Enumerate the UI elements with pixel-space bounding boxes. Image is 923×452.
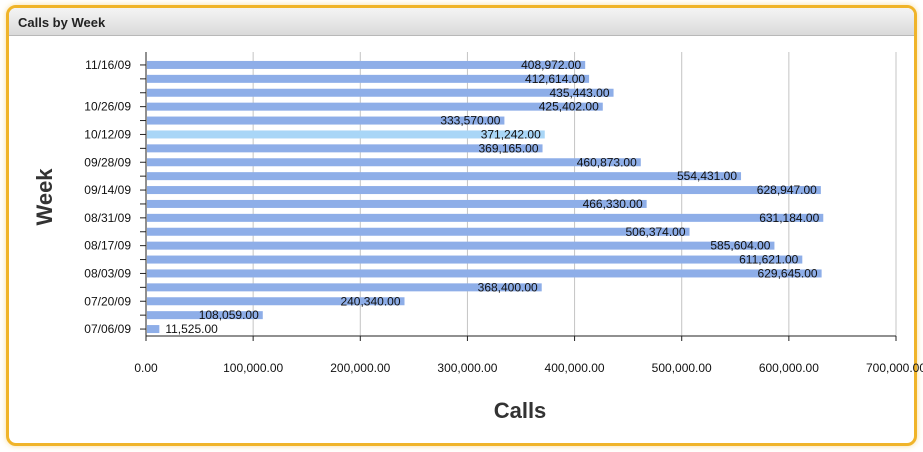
x-tick-label: 300,000.00 (437, 361, 497, 375)
x-tick-label: 500,000.00 (652, 361, 712, 375)
bar (147, 130, 545, 139)
value-label: 506,374.00 (625, 225, 685, 239)
x-tick-label: 0.00 (134, 361, 158, 375)
x-tick-label: 400,000.00 (545, 361, 605, 375)
bar (147, 172, 742, 181)
y-axis-title: Week (32, 168, 57, 226)
x-tick-labels: 0.00 100,000.00 200,000.00 300,000.00 400,00… (134, 361, 923, 375)
value-label: 369,165.00 (478, 141, 538, 155)
bar (147, 311, 263, 320)
bar (147, 116, 505, 125)
value-label: 371,242.00 (481, 127, 541, 141)
value-label: 408,972.00 (521, 58, 581, 72)
value-label: 240,340.00 (340, 294, 400, 308)
value-label: 108,059.00 (199, 308, 259, 322)
panel-header: Calls by Week (9, 8, 914, 36)
y-tick-label: 08/31/09 (84, 211, 131, 225)
y-tick-label: 09/28/09 (84, 155, 131, 169)
value-label: 628,947.00 (757, 183, 817, 197)
bar (147, 283, 542, 292)
x-tick-label: 200,000.00 (330, 361, 390, 375)
value-label: 629,645.00 (758, 266, 818, 280)
value-label: 11,525.00 (165, 322, 218, 336)
bar (147, 158, 641, 167)
bar (147, 186, 821, 195)
value-label: 466,330.00 (583, 197, 643, 211)
bar (147, 269, 822, 278)
value-label: 611,621.00 (739, 253, 798, 267)
x-tick-label: 700,000.00 (866, 361, 923, 375)
value-label: 460,873.00 (577, 155, 637, 169)
value-label: 333,570.00 (440, 114, 500, 128)
y-tick-label: 10/26/09 (84, 100, 131, 114)
value-label: 435,443.00 (549, 86, 609, 100)
y-tick-label: 10/12/09 (84, 127, 131, 141)
x-tick-label: 600,000.00 (759, 361, 819, 375)
y-tick-label: 08/03/09 (84, 266, 131, 280)
bar (147, 227, 690, 236)
y-tick-labels: 07/06/09 07/20/09 08/03/09 08/17/09 08/31/09… (84, 58, 131, 336)
bar (147, 144, 543, 153)
bar (147, 213, 824, 222)
bar (147, 297, 405, 306)
value-label: 368,400.00 (478, 280, 538, 294)
bars (147, 60, 824, 334)
axes (140, 52, 897, 341)
bar (147, 74, 590, 83)
y-tick-label: 07/06/09 (84, 322, 131, 336)
bar (147, 102, 603, 111)
bar (147, 255, 803, 264)
x-axis-title: Calls (494, 398, 547, 423)
value-label: 585,604.00 (710, 239, 770, 253)
value-label: 412,614.00 (525, 72, 585, 86)
y-tick-label: 11/16/09 (85, 58, 131, 72)
x-tick-label: 100,000.00 (223, 361, 283, 375)
bar (147, 60, 586, 69)
y-tick-label: 08/17/09 (84, 239, 131, 253)
bar (147, 199, 647, 208)
bar (147, 241, 775, 250)
y-tick-label: 07/20/09 (84, 294, 131, 308)
bar (147, 325, 160, 334)
value-label: 554,431.00 (677, 169, 737, 183)
value-label: 631,184.00 (759, 211, 819, 225)
panel-title: Calls by Week (18, 15, 106, 30)
value-label: 425,402.00 (539, 100, 599, 114)
bar (147, 88, 614, 97)
y-tick-label: 09/14/09 (84, 183, 131, 197)
